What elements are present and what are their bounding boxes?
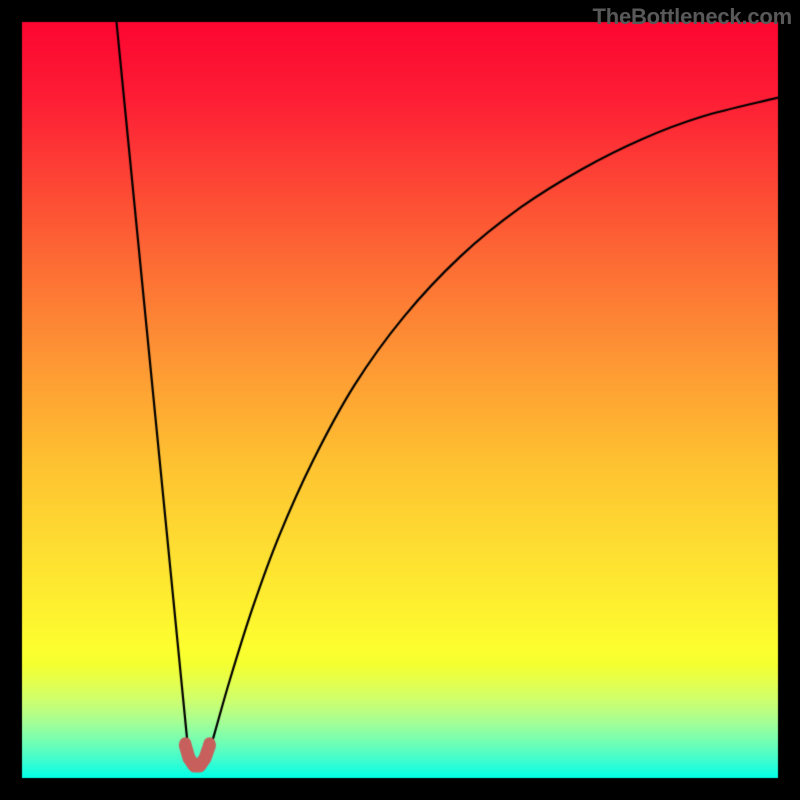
chart-container: TheBottleneck.com <box>0 0 800 800</box>
bottleneck-curve-chart <box>0 0 800 800</box>
watermark-text: TheBottleneck.com <box>592 4 792 30</box>
